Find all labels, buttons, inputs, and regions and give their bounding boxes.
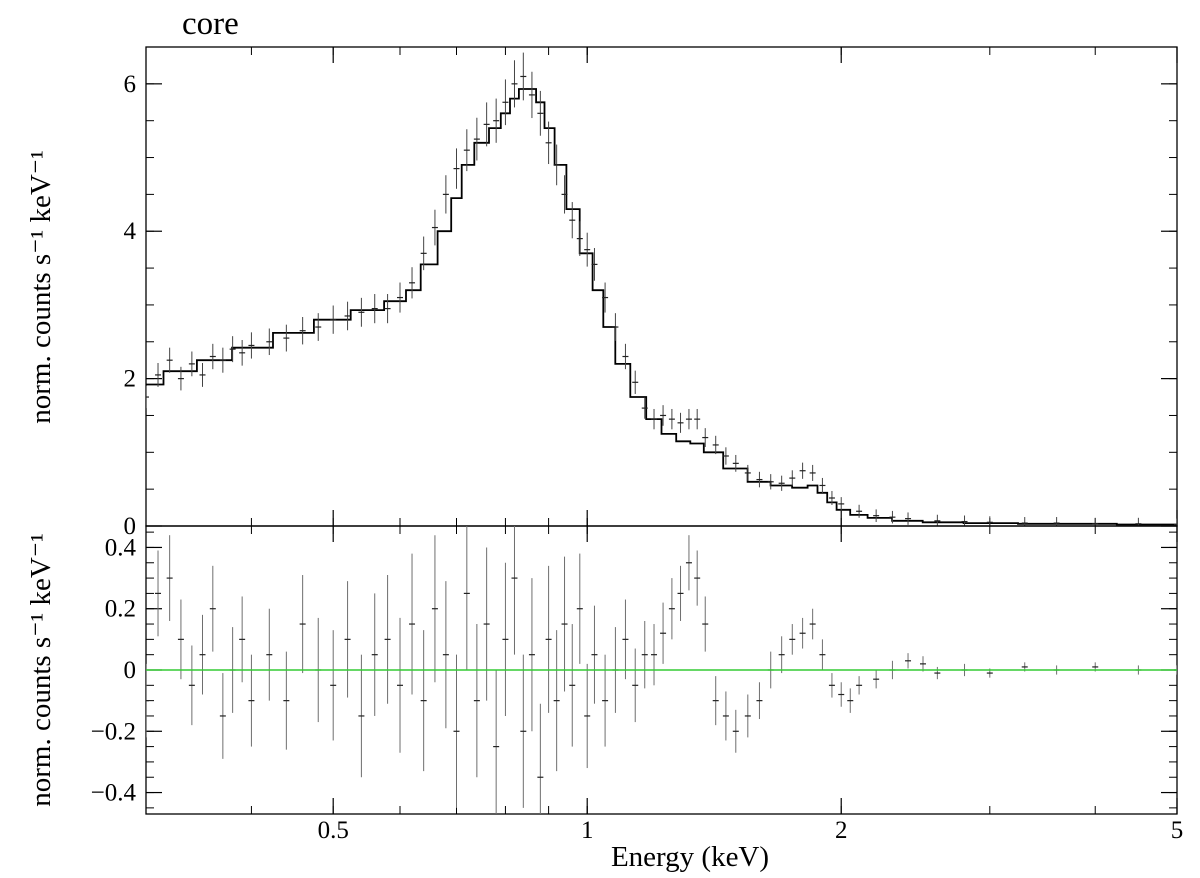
residual-y-tick-label: −0.4: [91, 780, 137, 807]
top-panel-ylabel: norm. counts s⁻¹ keV⁻¹: [25, 150, 57, 424]
residual-y-tick-label: 0.2: [105, 596, 136, 623]
residual-panel: 0.5 1 2 5 −0.4 −0.2 0 0.2 0.4: [91, 525, 1184, 844]
bottom-panel-ylabel: norm. counts s⁻¹ keV⁻¹: [25, 533, 57, 807]
spectrum-y-tick-label: 2: [124, 366, 137, 393]
residual-y-tick-label: −0.2: [91, 718, 136, 745]
residual-y-tick-label: 0: [124, 657, 137, 684]
spectrum-plot-area: [146, 52, 1177, 526]
x-axis-label: Energy (keV): [611, 841, 769, 873]
x-tick-label: 5: [1171, 817, 1184, 844]
spectrum-panel: 0 2 4 6: [124, 46, 1178, 540]
chart-title: core: [182, 6, 239, 42]
spectrum-y-tick-label: 0: [124, 513, 137, 540]
spectrum-y-tick-label: 4: [124, 218, 137, 245]
x-tick-label: 0.5: [318, 817, 349, 844]
spectrum-y-tick-label: 6: [124, 71, 137, 98]
spectrum-frame: [145, 46, 1178, 527]
x-tick-label: 2: [835, 817, 848, 844]
x-tick-label: 1: [581, 817, 594, 844]
residual-plot-area: [146, 526, 1177, 814]
residual-y-tick-label: 0.4: [105, 534, 137, 561]
model-line: [146, 88, 1177, 526]
